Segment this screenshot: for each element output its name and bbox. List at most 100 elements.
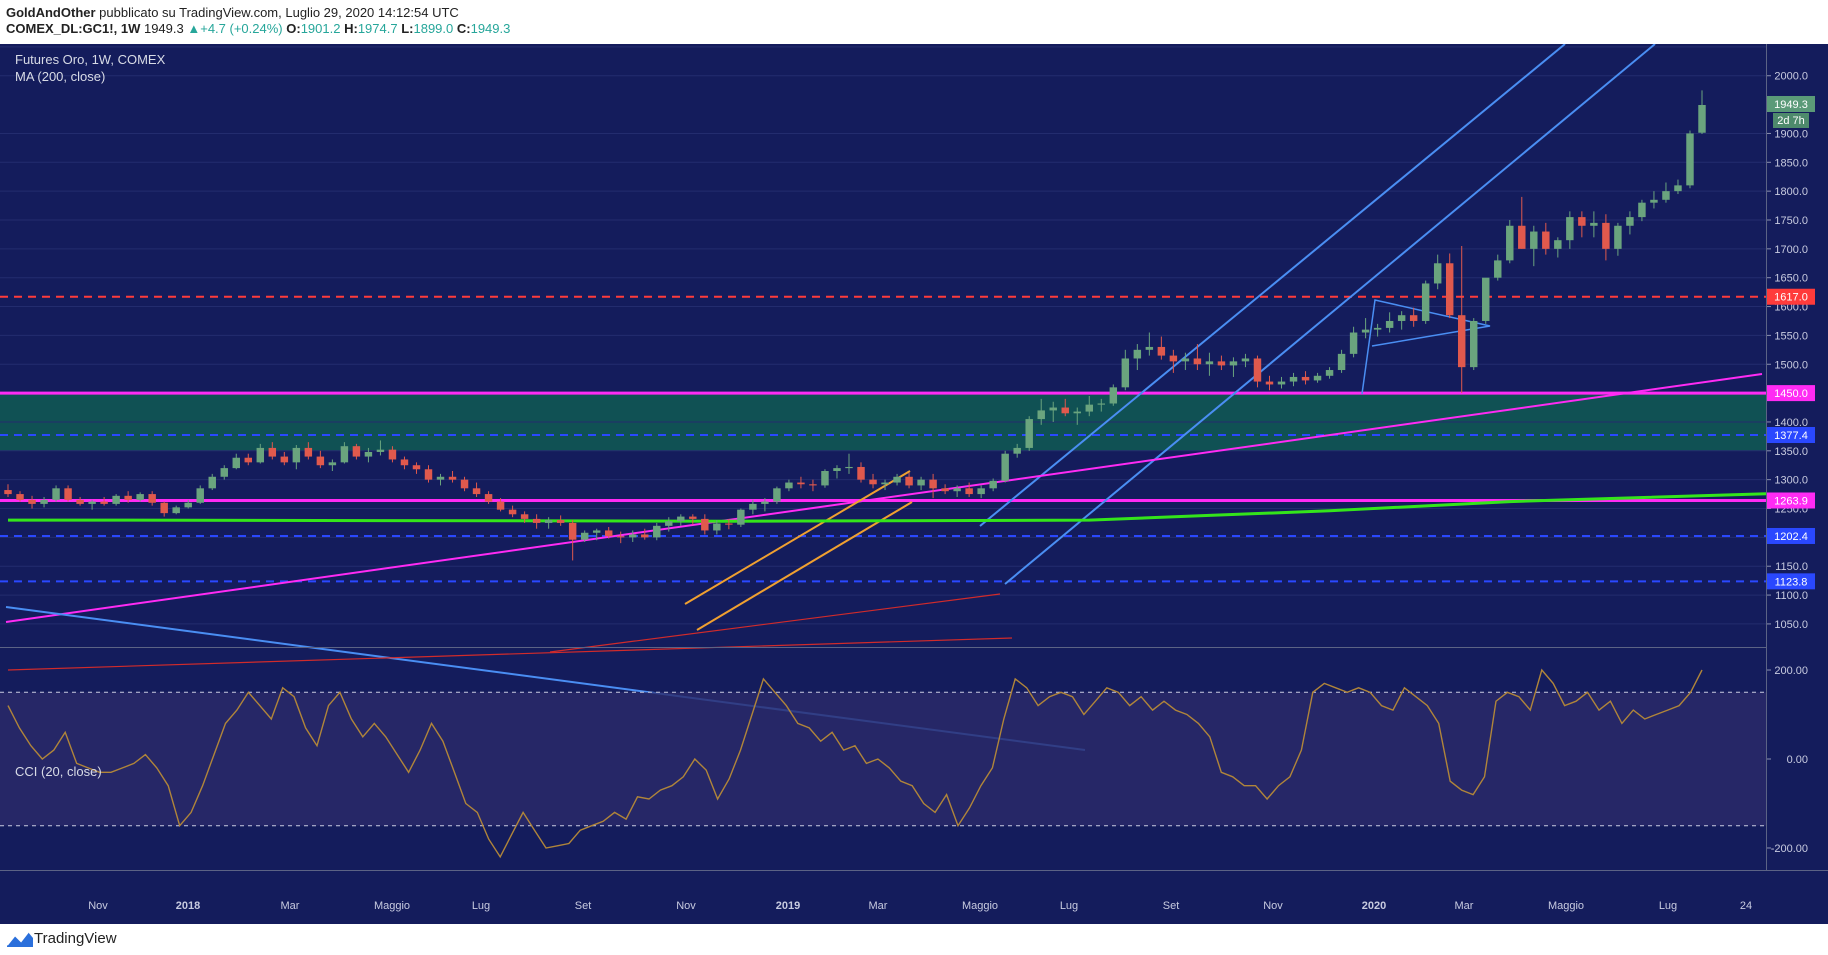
candle[interactable]	[352, 443, 361, 460]
candle[interactable]	[677, 514, 685, 526]
candle[interactable]	[1253, 355, 1262, 388]
candle[interactable]	[1349, 326, 1358, 358]
candle[interactable]	[1445, 253, 1454, 319]
symbol-legend[interactable]: Futures Oro, 1W, COMEX	[15, 52, 166, 67]
candle[interactable]	[1217, 355, 1226, 371]
candle[interactable]	[1109, 384, 1118, 406]
candle[interactable]	[629, 530, 637, 542]
candle[interactable]	[1530, 225, 1538, 267]
candle[interactable]	[292, 445, 301, 470]
candle[interactable]	[689, 514, 697, 525]
candle[interactable]	[196, 485, 204, 504]
cci-line[interactable]	[7, 668, 1703, 859]
candle[interactable]	[4, 484, 12, 497]
candle[interactable]	[1457, 245, 1466, 394]
candle[interactable]	[1397, 311, 1406, 330]
candle[interactable]	[364, 447, 373, 463]
candle[interactable]	[821, 469, 829, 488]
candle[interactable]	[100, 496, 108, 506]
candle[interactable]	[1578, 211, 1586, 238]
candle[interactable]	[1061, 398, 1069, 417]
candle[interactable]	[472, 482, 481, 497]
candle[interactable]	[1193, 344, 1202, 371]
candle[interactable]	[1097, 398, 1106, 412]
candle[interactable]	[1361, 318, 1370, 339]
candle[interactable]	[1169, 349, 1178, 373]
candle[interactable]	[1674, 179, 1682, 195]
magenta-trendline[interactable]	[5, 373, 1763, 623]
orange-channel-lower[interactable]	[696, 501, 913, 631]
candle[interactable]	[713, 520, 721, 535]
candle[interactable]	[665, 517, 673, 532]
candle[interactable]	[484, 491, 493, 504]
candle[interactable]	[737, 508, 745, 527]
candle[interactable]	[653, 522, 661, 541]
candle[interactable]	[1337, 349, 1346, 373]
candle[interactable]	[268, 442, 277, 460]
candle[interactable]	[1277, 376, 1286, 389]
channel-lower-line[interactable]	[1004, 44, 1656, 585]
candle[interactable]	[280, 451, 289, 466]
trend-drawings[interactable]	[5, 44, 1763, 751]
candle[interactable]	[556, 515, 565, 526]
candle[interactable]	[1626, 211, 1634, 235]
candle[interactable]	[256, 443, 265, 464]
price-axis[interactable]	[1767, 44, 1828, 924]
candle[interactable]	[1025, 416, 1033, 451]
candle[interactable]	[1205, 352, 1214, 376]
candle[interactable]	[1433, 254, 1442, 290]
candle[interactable]	[1662, 182, 1670, 203]
candle[interactable]	[28, 495, 36, 509]
candle[interactable]	[496, 498, 505, 512]
candle[interactable]	[88, 499, 96, 510]
candle[interactable]	[749, 499, 757, 515]
candle[interactable]	[460, 476, 469, 492]
candle[interactable]	[1470, 318, 1478, 371]
candle[interactable]	[701, 514, 709, 535]
candle[interactable]	[953, 485, 961, 497]
candle[interactable]	[1566, 211, 1574, 249]
candle[interactable]	[592, 528, 601, 541]
candle[interactable]	[761, 498, 769, 512]
candle[interactable]	[1698, 90, 1706, 135]
candle[interactable]	[1073, 407, 1081, 425]
channel-upper-line[interactable]	[979, 44, 1566, 527]
candle[interactable]	[1157, 336, 1166, 360]
candle[interactable]	[905, 472, 913, 489]
candle[interactable]	[1385, 312, 1394, 333]
candle[interactable]	[965, 482, 973, 497]
candle[interactable]	[1001, 450, 1009, 483]
candle[interactable]	[1325, 367, 1334, 379]
cci-legend[interactable]: CCI (20, close)	[15, 764, 102, 779]
candle[interactable]	[244, 453, 253, 466]
candle[interactable]	[604, 526, 613, 539]
candle[interactable]	[1494, 254, 1502, 281]
candle[interactable]	[1037, 398, 1045, 425]
candle[interactable]	[1614, 222, 1622, 256]
candle[interactable]	[941, 484, 949, 495]
candle[interactable]	[148, 491, 156, 506]
candle[interactable]	[1229, 357, 1238, 377]
candle[interactable]	[400, 456, 409, 470]
ma200-line[interactable]	[8, 448, 1828, 523]
candle[interactable]	[1289, 372, 1298, 387]
candle[interactable]	[641, 528, 649, 540]
candle[interactable]	[1602, 214, 1610, 261]
candle[interactable]	[448, 471, 457, 483]
candle[interactable]	[989, 478, 997, 492]
candle[interactable]	[1554, 237, 1562, 258]
ma-legend[interactable]: MA (200, close)	[15, 69, 106, 84]
candle[interactable]	[1518, 196, 1526, 249]
candle[interactable]	[532, 514, 541, 529]
candle[interactable]	[1542, 222, 1550, 255]
candle[interactable]	[1421, 280, 1430, 324]
candle[interactable]	[568, 520, 577, 561]
candle[interactable]	[1301, 371, 1310, 385]
candle[interactable]	[797, 476, 805, 489]
candle[interactable]	[857, 462, 865, 483]
orange-channel-upper[interactable]	[684, 470, 911, 605]
candle[interactable]	[1506, 219, 1514, 264]
red-support-line-high[interactable]	[549, 593, 1001, 653]
candle[interactable]	[172, 505, 180, 515]
chart-canvas[interactable]: 1050.01100.01150.01200.01250.01300.01350…	[0, 44, 1828, 924]
